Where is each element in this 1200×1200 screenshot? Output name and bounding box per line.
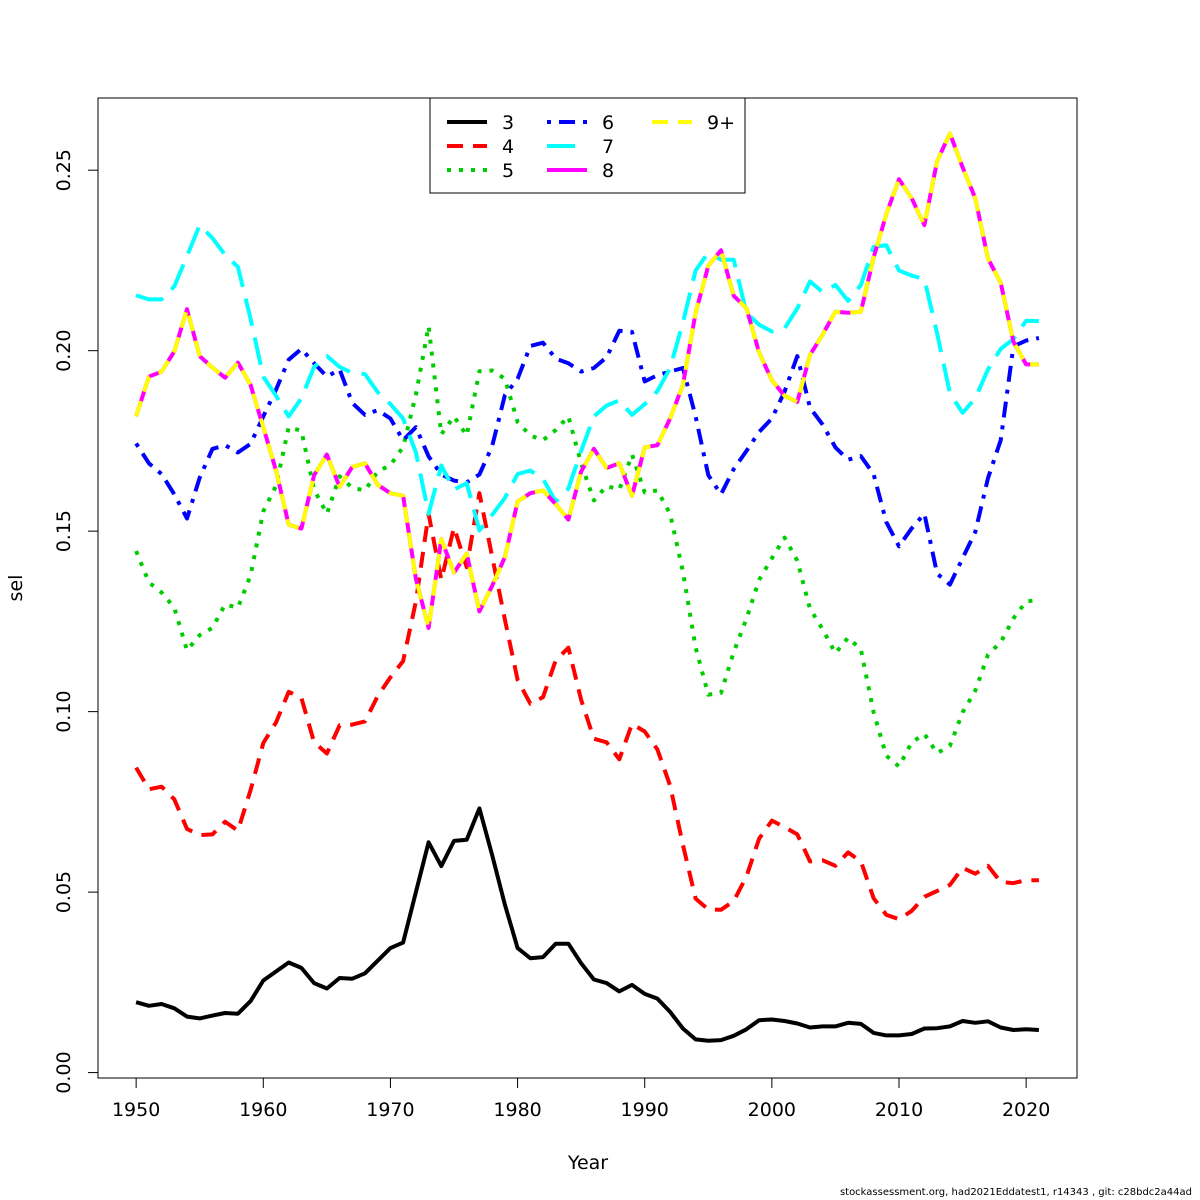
legend-label-4: 4 [502,136,514,158]
legend-label-7: 7 [602,136,614,158]
y-tick-label: 0.15 [53,510,75,552]
x-tick-label: 1990 [621,1099,669,1121]
x-tick-label: 1980 [493,1099,541,1121]
x-tick-label: 2010 [875,1099,923,1121]
x-tick-label: 1970 [366,1099,414,1121]
x-tick-label: 2000 [748,1099,796,1121]
y-tick-label: 0.05 [53,871,75,913]
legend-label-5: 5 [502,160,514,182]
series-line-9-plus [134,131,1039,630]
x-tick-label: 1960 [239,1099,287,1121]
y-axis: 0.00 0.05 0.10 0.15 0.20 0.25 [53,149,99,1094]
legend: 345 678 9+ [429,97,746,194]
series-line-5 [134,324,1040,769]
x-axis-label: Year [567,1152,608,1174]
y-tick-label: 0.00 [53,1051,75,1093]
series-line-3 [135,806,1040,1043]
series-line-6 [134,328,1040,587]
x-tick-label: 1950 [112,1099,160,1121]
y-tick-label: 0.20 [53,330,75,372]
legend-label-3: 3 [502,112,514,134]
legend-label-8: 8 [602,160,614,182]
y-tick-label: 0.25 [53,149,75,191]
series-line-7 [135,223,1039,533]
legend-label-9-plus: 9+ [707,112,735,134]
footer-text: stockassessment.org, had2021Eddatest1, r… [839,1187,1192,1198]
y-axis-label: sel [5,575,27,602]
legend-label-6: 6 [602,112,614,134]
plot-frame [97,97,1078,1079]
x-tick-label: 2020 [1002,1099,1050,1121]
series-line-4 [134,491,1039,922]
series-line-8 [134,131,1039,630]
x-axis: 1950 1960 1970 1980 1990 2000 2010 2020 [112,1077,1050,1121]
y-tick-label: 0.10 [53,690,75,732]
series-layer [134,131,1040,1043]
